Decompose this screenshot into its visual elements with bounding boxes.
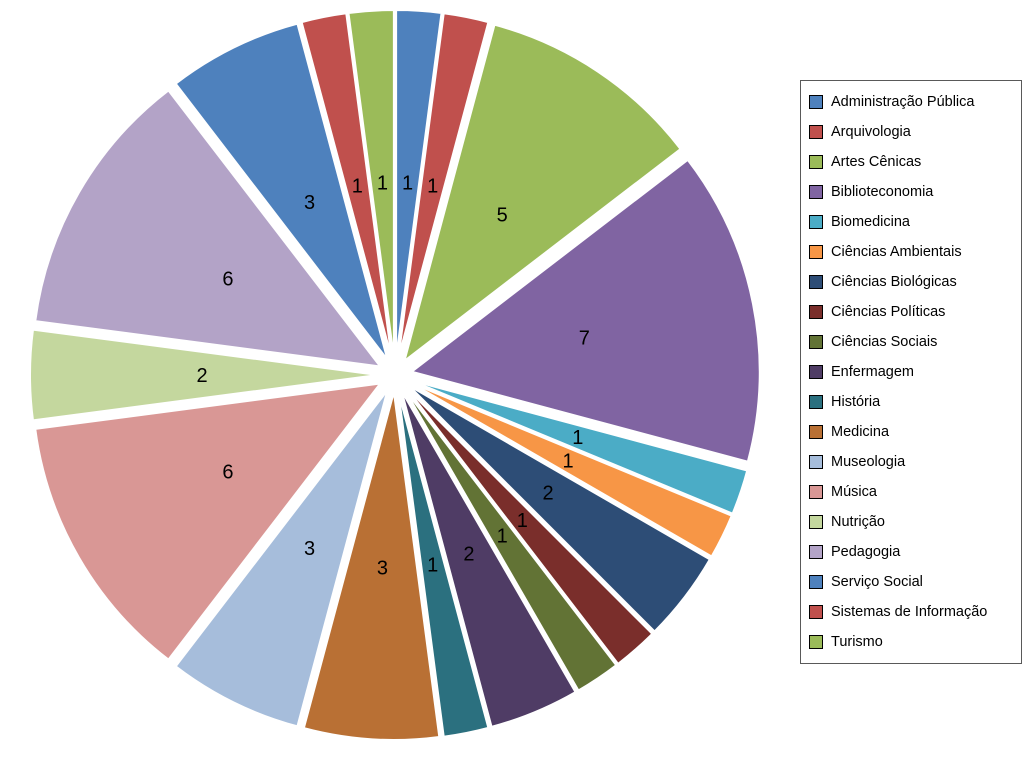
legend-label: Ciências Políticas [831,304,946,320]
legend-label: Biblioteconomia [831,184,934,200]
data-label-17: 1 [352,176,363,198]
legend-item-9: Enfermagem [809,357,1013,387]
legend-label: História [831,394,881,410]
legend-item-10: História [809,387,1013,417]
legend-item-3: Biblioteconomia [809,177,1013,207]
legend-item-12: Museologia [809,447,1013,477]
legend: Administração Pública Arquivologia Artes C… [800,80,1022,664]
pie-slice-3 [409,158,761,463]
legend-label: Pedagogia [831,544,901,560]
pie-slice-16 [174,22,389,361]
legend-item-8: Ciências Sociais [809,327,1013,357]
pie-slice-0 [395,9,443,359]
legend-item-2: Artes Cênicas [809,147,1013,177]
legend-swatch-icon [809,425,823,439]
legend-swatch-icon [809,455,823,469]
legend-swatch-icon [809,155,823,169]
legend-swatch-icon [809,485,823,499]
legend-item-1: Arquivologia [809,117,1013,147]
legend-swatch-icon [809,275,823,289]
legend-label: Museologia [831,454,906,470]
legend-item-18: Turismo [809,627,1013,657]
legend-swatch-icon [809,305,823,319]
legend-item-11: Medicina [809,417,1013,447]
data-label-8: 1 [497,526,508,548]
pie-slice-1 [397,12,490,359]
data-label-16: 3 [304,192,315,214]
data-label-6: 2 [543,483,554,505]
legend-item-17: Sistemas de Informação [809,597,1013,627]
data-label-12: 3 [304,538,315,560]
legend-label: Turismo [831,634,883,650]
legend-swatch-icon [809,575,823,589]
data-label-15: 6 [222,269,233,291]
legend-swatch-icon [809,125,823,139]
legend-label: Biomedicina [831,214,910,230]
legend-label: Ciências Ambientais [831,244,962,260]
legend-label: Serviço Social [831,574,923,590]
pie-slice-17 [300,12,393,359]
legend-item-7: Ciências Políticas [809,297,1013,327]
pie-slice-13 [34,382,383,661]
data-label-5: 1 [563,450,574,472]
legend-swatch-icon [809,245,823,259]
pie-slice-4 [410,379,749,515]
data-label-9: 2 [463,543,474,565]
legend-swatch-icon [809,515,823,529]
pie-slice-18 [347,9,395,359]
legend-label: Ciências Biológicas [831,274,957,290]
legend-label: Ciências Sociais [831,334,938,350]
pie-slice-12 [174,389,389,728]
data-label-3: 7 [579,327,590,349]
legend-label: Artes Cênicas [831,154,922,170]
data-label-11: 3 [377,558,388,580]
legend-item-16: Serviço Social [809,567,1013,597]
data-label-4: 1 [572,427,583,449]
legend-item-0: Administração Pública [809,87,1013,117]
data-label-7: 1 [517,510,528,532]
data-label-14: 2 [196,365,207,387]
legend-item-4: Biomedicina [809,207,1013,237]
pie-slice-15 [34,89,383,368]
legend-label: Enfermagem [831,364,915,380]
legend-swatch-icon [809,185,823,199]
legend-swatch-icon [809,395,823,409]
data-label-2: 5 [497,205,508,227]
legend-item-13: Música [809,477,1013,507]
legend-swatch-icon [809,635,823,649]
pie-slice-6 [407,384,712,633]
pie-slice-14 [29,328,379,422]
pie-slice-11 [302,391,441,741]
legend-label: Administração Pública [831,94,975,110]
data-label-13: 6 [222,462,233,484]
data-label-18: 1 [377,172,388,194]
legend-label: Nutrição [831,514,885,530]
legend-swatch-icon [809,365,823,379]
legend-swatch-icon [809,605,823,619]
legend-item-6: Ciências Biológicas [809,267,1013,297]
data-label-1: 1 [427,176,438,198]
pie-slice-8 [403,388,618,692]
legend-item-15: Pedagogia [809,537,1013,567]
legend-swatch-icon [809,95,823,109]
legend-label: Arquivologia [831,124,911,140]
legend-item-5: Ciências Ambientais [809,237,1013,267]
legend-label: Música [831,484,877,500]
data-label-10: 1 [427,554,438,576]
pie-slice-5 [409,381,734,558]
legend-label: Medicina [831,424,890,440]
legend-label: Sistemas de Informação [831,604,988,620]
legend-item-14: Nutrição [809,507,1013,537]
pie-slice-10 [397,391,490,738]
data-label-0: 1 [402,172,413,194]
legend-swatch-icon [809,335,823,349]
legend-swatch-icon [809,215,823,229]
pie-slice-7 [405,387,654,666]
pie-slice-9 [400,390,577,729]
legend-swatch-icon [809,545,823,559]
pie-slice-2 [402,23,682,364]
